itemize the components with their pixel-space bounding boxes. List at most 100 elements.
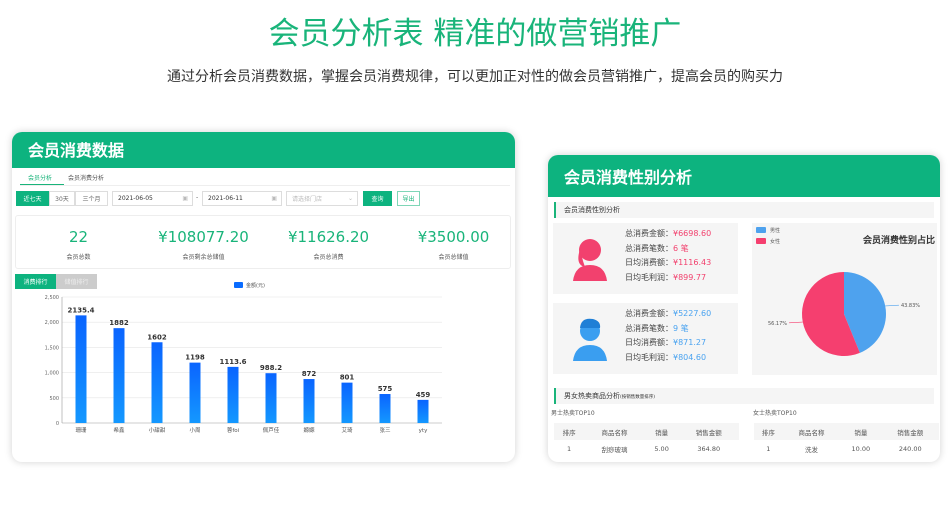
range-7days[interactable]: 近七天 [16, 191, 49, 206]
stat-row: 日均毛利润：¥804.60 [625, 351, 711, 366]
stat-row: 总消费笔数：9 笔 [625, 322, 711, 337]
section-note: (按销售数量排序) [620, 395, 656, 400]
y-tick-label: 2,500 [45, 295, 59, 301]
stat-member-count: 22 会员总数 [16, 216, 141, 261]
stat-value: 9 笔 [673, 323, 689, 333]
stat-total-deposit: ¥3500.00 会员总储值 [391, 216, 515, 261]
store-select[interactable]: 请选择门店 ⌄ [286, 191, 358, 206]
stat-row: 总消费笔数：6 笔 [625, 242, 711, 257]
stat-label: 会员剩余总储值 [182, 254, 225, 261]
table-header: 排序 商品名称 销量 销售金额 [554, 423, 739, 440]
male-stats: 总消费金额：¥5227.60 总消费笔数：9 笔日均消费额：¥871.27 日均毛利… [625, 307, 711, 365]
female-avatar-icon [573, 239, 607, 281]
data-label: 459 [416, 391, 431, 399]
query-button[interactable]: 查询 [363, 191, 392, 206]
pie-leader [885, 304, 899, 307]
x-tick-label: 张三 [379, 426, 391, 434]
stat-remaining-balance: ¥108077.20 会员剩余总储值 [141, 216, 266, 261]
pie-label: 56.17% [768, 321, 787, 327]
tab-deposit-rank[interactable]: 储值排行 [56, 274, 97, 289]
x-tick-label: 珊珊 [75, 427, 87, 434]
stat-label: 总消费笔数： [625, 323, 673, 333]
column-header: 销售金额 [678, 423, 739, 440]
stat-label: 日均毛利润： [625, 352, 673, 362]
stat-label: 总消费金额： [625, 229, 673, 238]
female-top10-table: 排序 商品名称 销量 销售金额 1 洗发 10.00 240.00 [754, 423, 939, 457]
male-top10-title: 男士热卖TOP10 [551, 410, 595, 417]
calendar-icon: ▣ [182, 195, 188, 202]
table-cell: 364.80 [697, 444, 721, 453]
male-stats-panel: 总消费金额：¥5227.60 总消费笔数：9 笔日均消费额：¥871.27 日均毛利… [553, 303, 738, 374]
stat-value: 6 笔 [673, 243, 689, 253]
export-button[interactable]: 导出 [397, 191, 420, 206]
tab-consumption-rank[interactable]: 消费排行 [15, 274, 56, 289]
end-date-input[interactable]: 2021-06-11 ▣ [202, 191, 282, 206]
x-tick-label: 小周 [189, 426, 200, 434]
start-date-input[interactable]: 2021-06-05 ▣ [112, 191, 193, 206]
tab-member-consumption[interactable]: 会员消费分析 [68, 175, 105, 182]
chevron-down-icon: ⌄ [347, 195, 353, 202]
pie-label: 43.83% [901, 303, 920, 309]
bar [151, 342, 163, 423]
stat-label: 日均消费额： [625, 258, 673, 267]
start-date-value: 2021-06-05 [118, 195, 153, 202]
data-label: 801 [340, 374, 355, 382]
stat-value: ¥871.27 [673, 338, 707, 347]
stat-value: ¥11626.20 [287, 228, 370, 246]
female-stats-panel: 总消费金额：¥6698.60 总消费笔数：6 笔日均消费额：¥1116.43 日均毛… [553, 223, 738, 294]
x-tick-label: 小甜甜 [149, 426, 166, 434]
stat-row: 总消费金额：¥6698.60 [625, 227, 711, 242]
tab-underline [20, 184, 64, 185]
table-cell: 洗发 [805, 445, 818, 454]
data-label: 1113.6 [219, 358, 246, 366]
male-top10-table: 排序 商品名称 销量 销售金额 1 刮痧玻璃 5.00 364.80 [554, 423, 739, 457]
section-hot-products: 男女热卖商品分析(按销售数量排序) [554, 388, 934, 404]
range-3months[interactable]: 三个月 [75, 191, 108, 206]
table-row: 1 洗发 10.00 240.00 [754, 440, 939, 457]
data-label: 1882 [109, 319, 129, 327]
x-tick-label: 蓉foi [227, 426, 240, 434]
table-cell: 10.00 [851, 444, 871, 453]
pie-title: 会员消费性别占比 [863, 234, 935, 246]
card-header: 会员消费数据 [12, 132, 515, 168]
legend-swatch [756, 238, 766, 244]
column-header: 商品名称 [782, 423, 841, 440]
bar [75, 315, 87, 423]
card-header: 会员消费性别分析 [548, 155, 940, 197]
table-row: 1 刮痧玻璃 5.00 364.80 [554, 440, 739, 457]
store-placeholder: 请选择门店 [292, 196, 323, 203]
female-top10-title: 女士热卖TOP10 [753, 410, 797, 417]
x-tick-label: yty [419, 428, 428, 434]
pie-slice [844, 272, 886, 353]
legend-label: 女性 [770, 238, 780, 245]
column-header: 排序 [754, 423, 783, 440]
stat-value: ¥6698.60 [673, 229, 712, 238]
data-label: 2135.4 [67, 306, 94, 314]
y-tick-label: 1,000 [45, 371, 59, 377]
table-header: 排序 商品名称 销量 销售金额 [754, 423, 939, 440]
date-separator: - [196, 194, 199, 201]
page-title: 会员分析表 精准的做营销推广 [268, 16, 682, 52]
stat-label: 日均消费额： [625, 338, 673, 347]
pie-slice [802, 272, 860, 356]
legend-label: 金额(元) [246, 282, 265, 289]
column-header: 排序 [554, 423, 585, 440]
calendar-icon: ▣ [271, 195, 277, 202]
y-tick-label: 500 [49, 396, 59, 402]
stat-label: 会员总储值 [438, 254, 469, 261]
range-30days[interactable]: 30天 [49, 191, 75, 206]
stat-label: 总消费金额： [625, 309, 673, 318]
stats-panel: 22 会员总数 ¥108077.20 会员剩余总储值 ¥11626.20 会员总消费 … [15, 215, 511, 269]
end-date-value: 2021-06-11 [208, 195, 243, 202]
column-header: 销售金额 [881, 423, 939, 440]
stat-value: ¥1116.43 [673, 258, 712, 267]
data-label: 988.2 [260, 364, 282, 372]
stat-value: ¥804.60 [673, 352, 707, 362]
stat-row: 日均消费额：¥871.27 [625, 336, 711, 351]
tab-member-analysis[interactable]: 会员分析 [28, 175, 53, 182]
x-tick-label: 艾琦 [341, 427, 353, 434]
legend-swatch [756, 227, 766, 233]
data-label: 575 [378, 385, 393, 393]
x-tick-label: 佩芦佳 [263, 426, 280, 434]
